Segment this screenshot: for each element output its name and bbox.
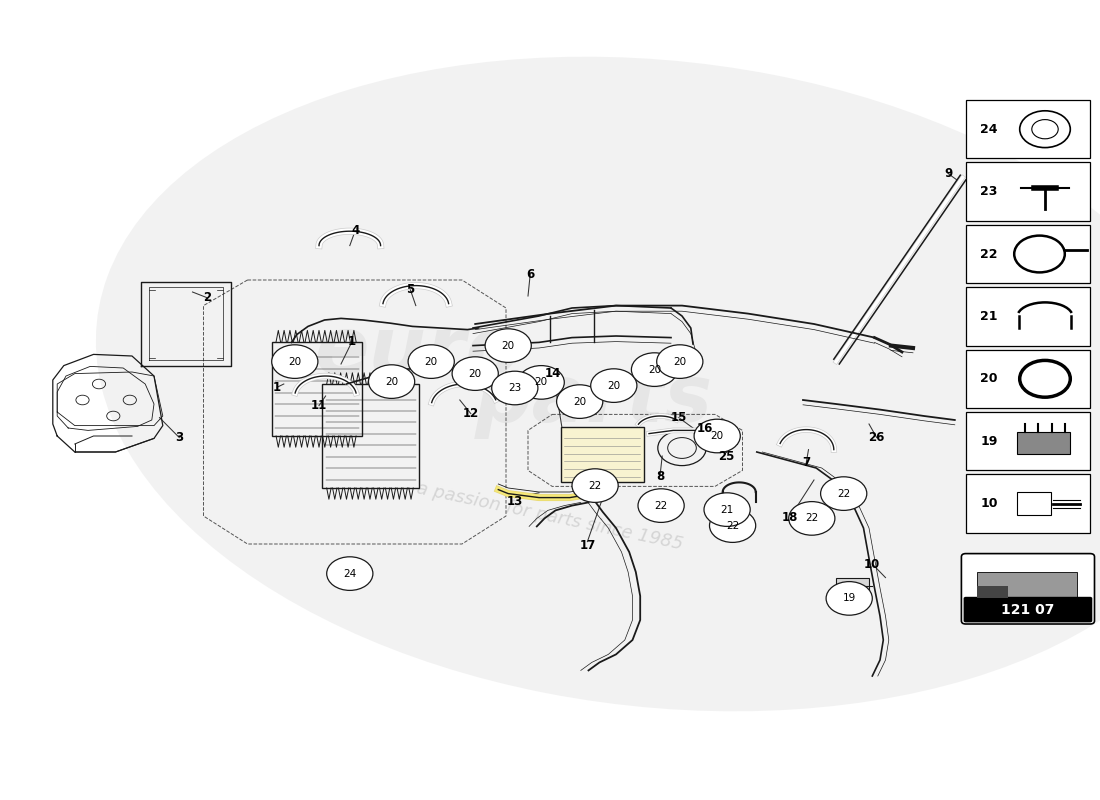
Text: 14: 14 xyxy=(546,367,561,380)
FancyBboxPatch shape xyxy=(964,597,1092,622)
Text: 21: 21 xyxy=(980,310,998,323)
Text: 18: 18 xyxy=(782,511,797,524)
Text: 16: 16 xyxy=(697,422,713,434)
FancyBboxPatch shape xyxy=(836,578,869,594)
Text: 7: 7 xyxy=(802,456,811,469)
Text: 20: 20 xyxy=(711,431,724,441)
Text: 20: 20 xyxy=(573,397,586,406)
FancyBboxPatch shape xyxy=(966,162,1090,221)
FancyBboxPatch shape xyxy=(561,427,644,482)
Text: 17: 17 xyxy=(580,539,595,552)
Circle shape xyxy=(572,469,618,502)
Circle shape xyxy=(452,357,498,390)
Text: 24: 24 xyxy=(343,569,356,578)
FancyBboxPatch shape xyxy=(977,586,1008,598)
Circle shape xyxy=(557,385,603,418)
FancyBboxPatch shape xyxy=(966,100,1090,158)
Circle shape xyxy=(710,509,756,542)
Text: 20: 20 xyxy=(385,377,398,386)
FancyBboxPatch shape xyxy=(961,554,1094,624)
Circle shape xyxy=(408,345,454,378)
Text: 12: 12 xyxy=(463,407,478,420)
Text: parts: parts xyxy=(475,361,713,439)
Text: 21: 21 xyxy=(720,505,734,514)
Text: 3: 3 xyxy=(175,431,184,444)
Text: 15: 15 xyxy=(671,411,686,424)
FancyBboxPatch shape xyxy=(966,350,1090,408)
Circle shape xyxy=(694,419,740,453)
Circle shape xyxy=(591,369,637,402)
Text: 121 07: 121 07 xyxy=(1001,602,1055,617)
Text: 20: 20 xyxy=(607,381,620,390)
Circle shape xyxy=(631,353,678,386)
Text: 24: 24 xyxy=(980,122,998,136)
Circle shape xyxy=(826,582,872,615)
Text: 20: 20 xyxy=(502,341,515,350)
Text: 23: 23 xyxy=(508,383,521,393)
Text: 22: 22 xyxy=(654,501,668,510)
Text: 19: 19 xyxy=(980,434,998,448)
Text: 19: 19 xyxy=(843,594,856,603)
Text: 5: 5 xyxy=(406,283,415,296)
Text: 11: 11 xyxy=(311,399,327,412)
Text: 20: 20 xyxy=(288,357,301,366)
Text: 9: 9 xyxy=(944,167,953,180)
Text: 22: 22 xyxy=(805,514,818,523)
Text: 8: 8 xyxy=(656,470,664,482)
Text: 26: 26 xyxy=(869,431,884,444)
Text: 20: 20 xyxy=(425,357,438,366)
Text: 20: 20 xyxy=(673,357,686,366)
Text: 6: 6 xyxy=(526,268,535,281)
FancyBboxPatch shape xyxy=(977,572,1077,598)
Circle shape xyxy=(368,365,415,398)
Circle shape xyxy=(638,489,684,522)
Circle shape xyxy=(657,345,703,378)
Circle shape xyxy=(485,329,531,362)
FancyBboxPatch shape xyxy=(1018,431,1070,454)
Text: 10: 10 xyxy=(980,497,998,510)
Text: 4: 4 xyxy=(351,224,360,237)
Ellipse shape xyxy=(96,57,1100,711)
Circle shape xyxy=(492,371,538,405)
Text: 22: 22 xyxy=(837,489,850,498)
FancyBboxPatch shape xyxy=(966,474,1090,533)
Text: 22: 22 xyxy=(980,247,998,261)
Circle shape xyxy=(518,366,564,399)
Text: 23: 23 xyxy=(980,185,998,198)
FancyBboxPatch shape xyxy=(966,412,1090,470)
Text: 20: 20 xyxy=(469,369,482,378)
Text: 20: 20 xyxy=(980,372,998,386)
Text: 25: 25 xyxy=(718,450,734,462)
Text: a passion for parts since 1985: a passion for parts since 1985 xyxy=(415,479,685,553)
Text: 1: 1 xyxy=(348,335,356,348)
FancyBboxPatch shape xyxy=(966,225,1090,283)
Circle shape xyxy=(272,345,318,378)
Text: 13: 13 xyxy=(507,495,522,508)
Text: 1: 1 xyxy=(273,381,282,394)
Text: 2: 2 xyxy=(202,291,211,304)
Text: 10: 10 xyxy=(865,558,880,570)
Text: 22: 22 xyxy=(726,521,739,530)
Circle shape xyxy=(789,502,835,535)
Circle shape xyxy=(821,477,867,510)
Text: euro: euro xyxy=(315,313,521,391)
FancyBboxPatch shape xyxy=(966,287,1090,346)
Text: 20: 20 xyxy=(535,378,548,387)
Circle shape xyxy=(704,493,750,526)
Text: 22: 22 xyxy=(588,481,602,490)
Circle shape xyxy=(327,557,373,590)
Text: 20: 20 xyxy=(648,365,661,374)
